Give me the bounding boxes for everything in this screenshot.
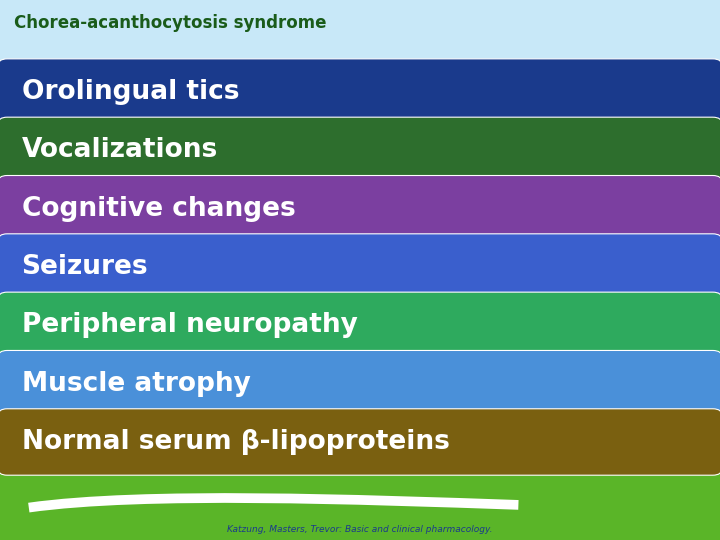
FancyBboxPatch shape	[0, 117, 720, 184]
Text: Orolingual tics: Orolingual tics	[22, 79, 239, 105]
FancyBboxPatch shape	[0, 234, 720, 300]
Bar	[0, 0, 720, 65]
FancyBboxPatch shape	[0, 409, 720, 475]
Text: Katzung, Masters, Trevor: Basic and clinical pharmacology.: Katzung, Masters, Trevor: Basic and clin…	[228, 524, 492, 534]
FancyBboxPatch shape	[0, 292, 720, 359]
Text: Cognitive changes: Cognitive changes	[22, 195, 295, 222]
Text: Normal serum β-lipoproteins: Normal serum β-lipoproteins	[22, 429, 449, 455]
Text: Chorea-acanthocytosis syndrome: Chorea-acanthocytosis syndrome	[14, 14, 327, 31]
Bar	[0, 486, 720, 540]
Text: Vocalizations: Vocalizations	[22, 137, 218, 164]
FancyBboxPatch shape	[0, 350, 720, 417]
Text: Muscle atrophy: Muscle atrophy	[22, 370, 251, 397]
Ellipse shape	[0, 459, 720, 540]
FancyBboxPatch shape	[0, 176, 720, 242]
FancyBboxPatch shape	[0, 59, 720, 125]
Text: Peripheral neuropathy: Peripheral neuropathy	[22, 312, 357, 339]
Text: Seizures: Seizures	[22, 254, 148, 280]
